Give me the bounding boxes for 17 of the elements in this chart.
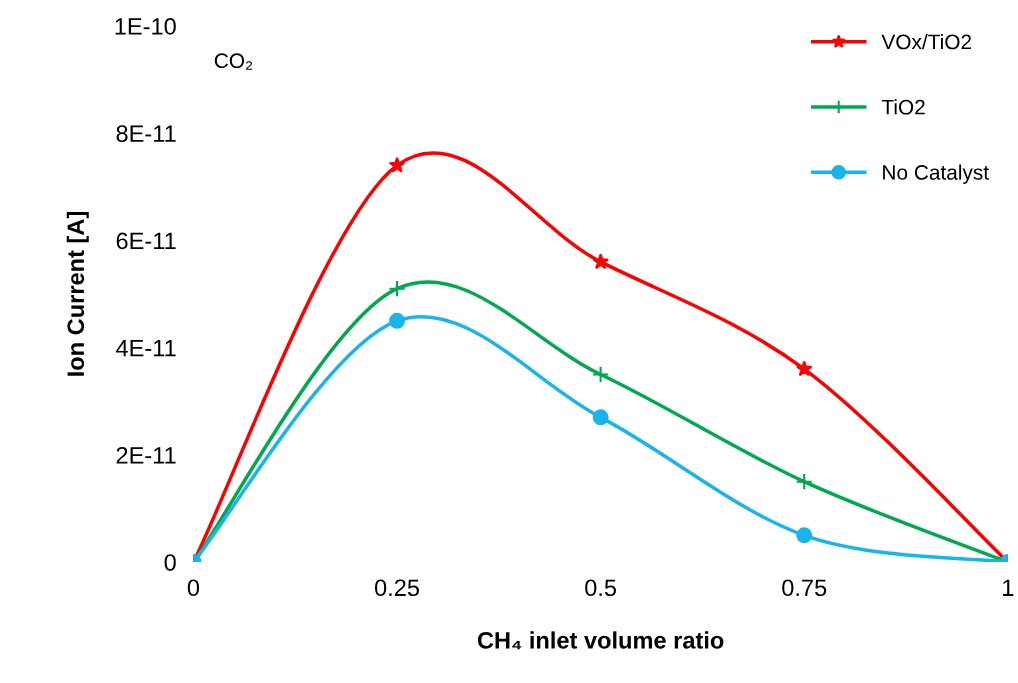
legend-label: No Catalyst xyxy=(883,164,989,184)
y-tick-label: 0 xyxy=(164,554,176,571)
y-axis-title: Ion Current [A] xyxy=(66,212,89,376)
x-axis-title: CH₄ inlet volume ratio xyxy=(477,631,724,650)
x-tick-label: 0 xyxy=(187,579,200,597)
x-tick-label: 0.5 xyxy=(585,579,617,597)
legend-label: TiO2 xyxy=(881,99,925,115)
legend-label: VOx/TiO2 xyxy=(881,33,972,50)
y-tick-label: 1E-10 xyxy=(115,18,176,35)
y-tick-label: 2E-11 xyxy=(116,446,176,464)
y-tick-label: 6E-11 xyxy=(116,232,176,250)
annotation: CO₂ xyxy=(214,53,253,70)
y-tick-label: 8E-11 xyxy=(116,125,176,142)
y-tick-label: 4E-11 xyxy=(116,339,176,357)
x-tick-label: 0.25 xyxy=(374,579,420,597)
x-tick-label: 1 xyxy=(1003,579,1014,596)
x-tick-label: 0.75 xyxy=(782,579,827,597)
